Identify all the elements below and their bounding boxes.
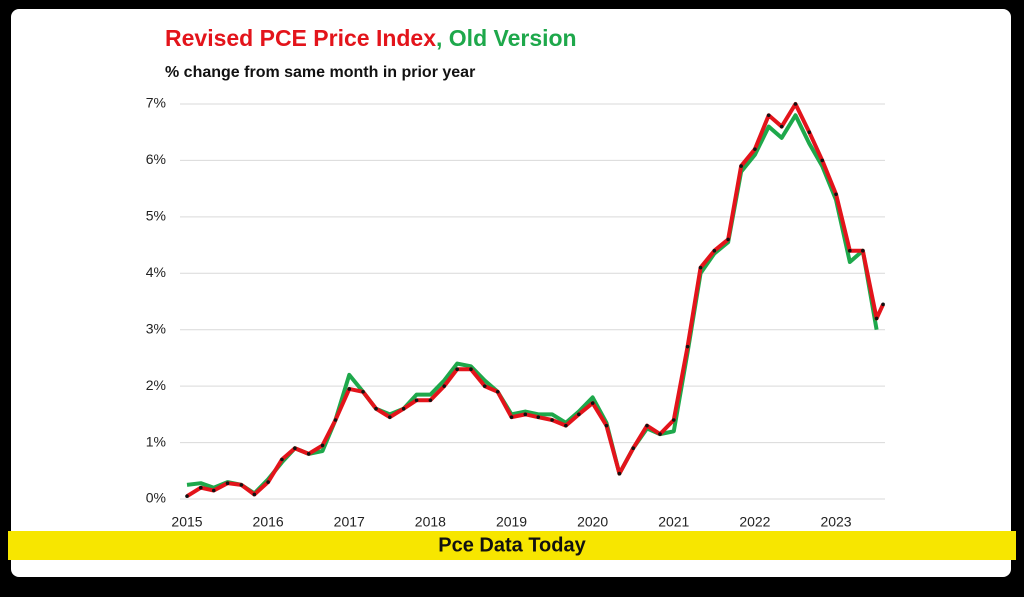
data-point [442,384,446,388]
y-tick-label: 5% [146,208,166,224]
y-tick-label: 2% [146,377,166,393]
data-point [185,494,189,498]
data-point [671,418,676,422]
x-tick-label: 2023 [820,514,851,530]
banner [8,531,1016,560]
y-tick-label: 7% [146,95,166,111]
data-point [401,406,406,411]
x-tick-label: 2019 [496,514,527,530]
data-point [320,443,325,448]
data-point [469,367,473,372]
title-part: Revised PCE Price Index [165,25,436,51]
data-point [617,471,622,476]
data-point [252,492,257,497]
data-point [779,124,784,129]
data-point [820,158,825,163]
data-point [388,415,392,419]
x-tick-label: 2018 [415,514,446,530]
data-point [239,483,244,487]
data-point [848,248,852,253]
data-point [428,398,433,403]
y-tick-label: 6% [146,151,166,167]
data-point [198,485,203,490]
data-point [590,401,595,405]
data-point [347,387,352,391]
data-point [280,457,284,462]
data-point [333,418,338,422]
data-point [766,113,771,118]
chart-title: Revised PCE Price Index, Old Version [165,25,577,51]
x-tick-label: 2015 [171,514,202,530]
data-point [211,488,216,493]
data-point [739,164,743,168]
chart-subtitle: % change from same month in prior year [165,64,475,81]
data-point [306,452,311,456]
data-point [361,389,365,394]
x-tick-label: 2020 [577,514,608,530]
title-part: , Old Version [436,25,577,51]
data-point [881,302,885,307]
data-point [374,406,378,411]
data-point [631,446,636,451]
data-point [577,412,581,417]
data-point [658,432,662,436]
data-point [455,367,459,372]
x-tick-label: 2016 [253,514,284,530]
data-point [225,481,230,486]
data-point [685,344,690,349]
data-point [753,147,757,151]
data-point [874,316,879,321]
data-point [293,446,297,451]
data-point [536,415,541,419]
x-tick-label: 2021 [658,514,689,530]
data-point [861,248,865,253]
data-point [523,412,528,417]
data-point [807,130,812,135]
chart-background [11,9,1011,577]
x-tick-label: 2022 [739,514,770,530]
data-point [604,423,609,428]
data-point [495,389,500,394]
y-tick-label: 4% [146,264,166,280]
x-tick-label: 2017 [334,514,365,530]
data-point [550,418,554,422]
data-point [414,398,419,403]
data-point [726,237,730,242]
plot: 0% 1% 2% 3% 4% 5% 6% 7% 2015 2016 2017 2018 2019 2020… [146,95,885,530]
data-point [793,102,798,106]
data-point [266,480,270,484]
y-tick-label: 3% [146,320,166,336]
data-point [834,192,838,197]
data-point [645,423,649,428]
data-point [509,415,514,419]
y-tick-label: 1% [146,433,166,449]
banner-text: Pce Data Today [438,534,586,556]
data-point [698,265,703,270]
data-point [564,423,568,428]
y-tick-label: 0% [146,490,166,506]
data-point [482,384,487,388]
data-point [712,248,717,253]
